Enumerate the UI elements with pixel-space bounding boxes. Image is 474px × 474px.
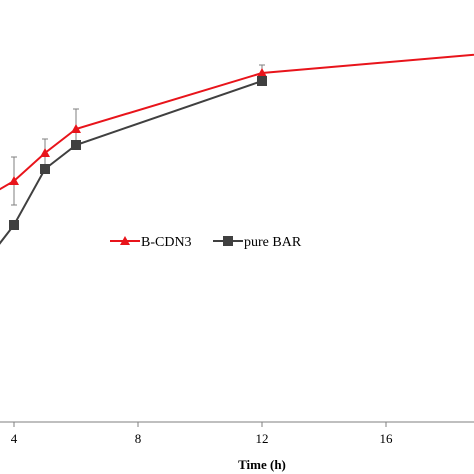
- x-tick-label: 12: [256, 431, 269, 446]
- x-tick-label: 4: [11, 431, 18, 446]
- legend-item-pure-bar: pure BAR: [213, 235, 302, 250]
- x-tick-label: 16: [380, 431, 394, 446]
- data-point-square: [9, 220, 19, 230]
- legend-marker-square: [223, 236, 233, 246]
- series-line: [0, 53, 474, 191]
- data-point-square: [257, 76, 267, 86]
- legend: B-CDN3 pure BAR: [110, 235, 302, 250]
- legend-label: B-CDN3: [141, 235, 192, 250]
- x-tick-label: 8: [135, 431, 142, 446]
- legend-label: pure BAR: [244, 235, 302, 250]
- data-point-triangle: [9, 176, 19, 185]
- legend-marker-triangle: [120, 236, 130, 245]
- data-point-triangle: [71, 124, 81, 133]
- data-point-triangle: [257, 68, 267, 77]
- series-pure-bar: [0, 76, 267, 245]
- data-point-square: [71, 140, 81, 150]
- series-line: [0, 80, 263, 245]
- legend-item-b-cdn3: B-CDN3: [110, 235, 192, 250]
- data-point-square: [40, 164, 50, 174]
- series-b-cdn3: [0, 53, 474, 206]
- data-point-triangle: [40, 148, 50, 157]
- x-axis-title: Time (h): [238, 457, 286, 472]
